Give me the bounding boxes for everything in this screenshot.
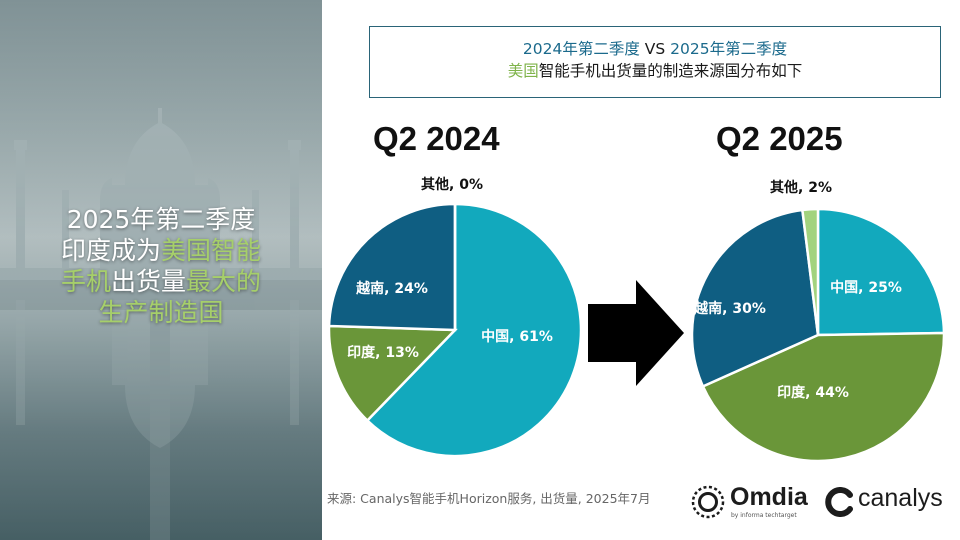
source-note: 来源: Canalys智能手机Horizon服务, 出货量, 2025年7月 — [327, 491, 651, 506]
headline-line4-green: 生产制造国 — [98, 298, 224, 327]
pie-slice-q2-2025-3 — [800, 207, 820, 336]
background-photo-panel: 2025年第二季度 印度成为美国智能 手机出货量最大的 生产制造国 — [0, 0, 322, 540]
pie-slice-q2-2025-0 — [816, 207, 946, 337]
headline-line3-green2: 最大的 — [186, 267, 262, 296]
title-vs: VS — [639, 40, 671, 58]
pie-slice-q2-2024-1 — [327, 324, 458, 423]
headline-line2-white: 印度成为 — [60, 236, 161, 265]
canalys-wordmark: canalys — [858, 484, 943, 512]
pie-label-q2-2025-1: 印度, 44% — [777, 384, 849, 401]
pie-slice-q2-2025-2 — [690, 208, 820, 389]
pie-label-q2-2024-0: 中国, 61% — [481, 328, 553, 345]
pie-slice-q2-2025-1 — [701, 331, 946, 463]
title-country-us: 美国 — [507, 62, 539, 80]
canalys-logo-icon — [825, 487, 853, 517]
pie-label-q2-2024-1: 印度, 13% — [347, 344, 419, 361]
pie-chart-2024: 中国, 61% 印度, 13% 越南, 24% 其他, 0% — [327, 176, 583, 458]
omdia-logo-icon — [691, 485, 725, 519]
pie-label-q2-2025-3: 其他, 2% — [770, 179, 832, 196]
arrow-right-icon — [588, 280, 684, 386]
headline-line2-green: 美国智能 — [161, 236, 262, 265]
pie-label-q2-2025-2: 越南, 30% — [693, 300, 766, 317]
title-period-2025: 2025年第二季度 — [670, 40, 788, 58]
headline-line3-white: 出货量 — [110, 267, 186, 296]
title-period-2024: 2024年第二季度 — [522, 40, 640, 58]
pie-slice-q2-2024-0 — [365, 202, 583, 458]
pie-title-2024: Q2 2024 — [373, 120, 500, 157]
pie-chart-2025: 中国, 25% 印度, 44% 越南, 30% 其他, 2% — [690, 179, 946, 463]
omdia-tagline: by informa techtarget — [731, 512, 797, 519]
omdia-wordmark: Omdia — [730, 483, 808, 511]
pie-title-2025: Q2 2025 — [716, 120, 843, 157]
title-description: 智能手机出货量的制造来源国分布如下 — [538, 62, 803, 80]
headline-line3-green: 手机 — [60, 267, 111, 296]
pie-label-q2-2025-0: 中国, 25% — [830, 279, 902, 296]
pie-slice-q2-2024-2 — [327, 202, 457, 332]
headline-line1: 2025年第二季度 — [66, 205, 256, 234]
pie-label-q2-2024-2: 越南, 24% — [355, 280, 428, 297]
headline: 2025年第二季度 印度成为美国智能 手机出货量最大的 生产制造国 — [20, 204, 302, 328]
taj-mahal-illustration — [0, 0, 322, 540]
chart-title-box: 2024年第二季度 VS 2025年第二季度 美国智能手机出货量的制造来源国分布… — [369, 26, 941, 98]
pie-label-q2-2024-3: 其他, 0% — [421, 176, 483, 193]
